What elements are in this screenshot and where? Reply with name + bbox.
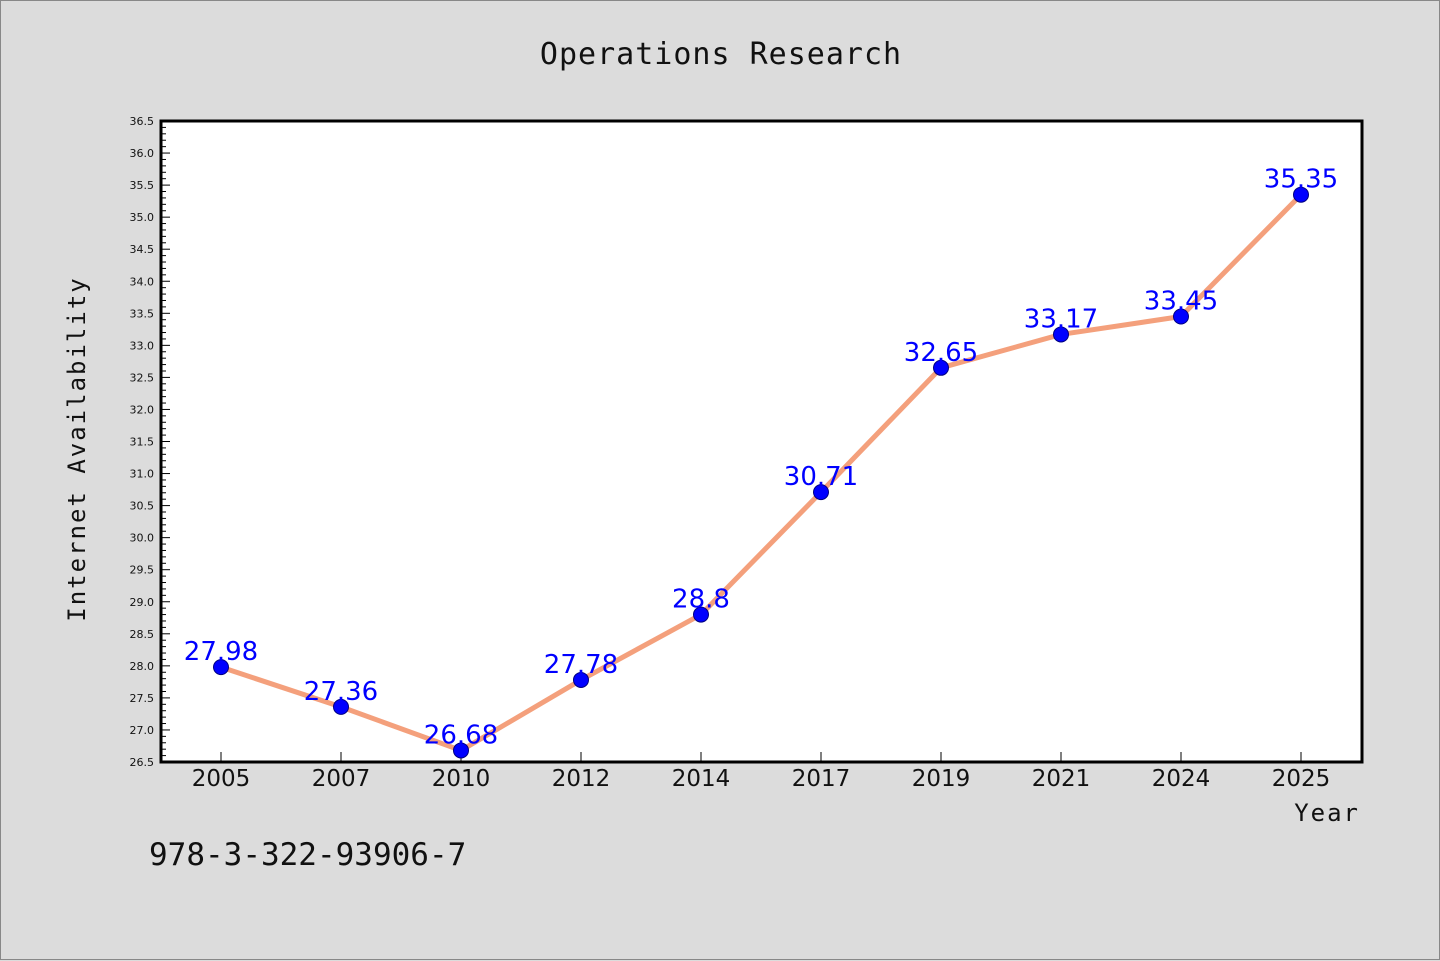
- data-label: 32.65: [904, 338, 978, 368]
- data-markers: [213, 186, 1309, 759]
- data-point: [813, 484, 829, 501]
- data-label: 30.71: [784, 462, 858, 492]
- x-tick-label: 2019: [912, 766, 971, 792]
- y-tick-label: 28.0: [130, 660, 155, 673]
- y-tick-label: 35.0: [130, 211, 155, 224]
- data-point: [1053, 326, 1069, 343]
- x-axis-title: Year: [1294, 799, 1360, 827]
- data-label: 27.98: [184, 637, 258, 667]
- y-tick-label: 29.0: [130, 596, 155, 609]
- chart-title: Operations Research: [540, 37, 902, 72]
- data-point: [453, 742, 469, 759]
- data-point: [1293, 186, 1309, 203]
- x-tick-label: 2010: [432, 766, 491, 792]
- y-tick-label: 33.0: [130, 339, 155, 352]
- data-label: 33.17: [1024, 304, 1098, 334]
- y-tick-label: 33.5: [130, 307, 155, 320]
- x-tick-label: 2025: [1272, 766, 1331, 792]
- x-tick-label: 2017: [792, 766, 851, 792]
- y-axis: 26.5 27.0 27.5 28.0 28.5 29.0 29.5 30.0 30.5 31.0…: [130, 115, 170, 769]
- y-tick-label: 27.0: [130, 724, 155, 737]
- series-line: [220, 192, 1303, 753]
- y-tick-label: 36.5: [130, 115, 155, 128]
- data-point: [333, 698, 349, 715]
- isbn-code: 978-3-322-93906-7: [149, 837, 466, 873]
- x-tick-label: 2012: [552, 766, 611, 792]
- data-point: [213, 659, 229, 676]
- x-tick-label: 2007: [312, 766, 371, 792]
- plot-area: [159, 119, 1364, 764]
- x-tick-label: 2014: [672, 766, 731, 792]
- data-label: 35.35: [1264, 165, 1338, 195]
- y-tick-label: 32.5: [130, 371, 155, 384]
- y-tick-label: 30.0: [130, 532, 155, 545]
- y-tick-label: 34.5: [130, 243, 155, 256]
- x-axis: 2005 2007 2010 2012 2014 2017 2019 2021 2024 2025: [192, 752, 1331, 792]
- y-tick-label: 36.0: [130, 147, 155, 160]
- y-tick-label: 26.5: [130, 756, 155, 769]
- x-tick-label: 2024: [1152, 766, 1211, 792]
- y-tick-label: 27.5: [130, 692, 155, 705]
- data-label: 26.68: [424, 720, 498, 750]
- y-tick-label: 35.5: [130, 179, 155, 192]
- data-point: [573, 671, 589, 688]
- data-point: [933, 359, 949, 376]
- data-label: 28.8: [672, 585, 730, 615]
- y-tick-label: 31.5: [130, 436, 155, 449]
- y-tick-label: 29.5: [130, 564, 155, 577]
- data-labels: 27.98 27.36 26.68 27.78 28.8 30.71 32.65 33.17 3…: [184, 165, 1338, 751]
- data-point: [693, 606, 709, 623]
- data-label: 27.78: [544, 650, 618, 680]
- data-point: [1173, 308, 1189, 325]
- x-tick-label: 2021: [1032, 766, 1091, 792]
- y-tick-label: 31.0: [130, 468, 155, 481]
- y-axis-title: Internet Availability: [63, 276, 91, 621]
- y-tick-label: 34.0: [130, 275, 155, 288]
- y-tick-label: 30.5: [130, 500, 155, 513]
- y-tick-label: 32.0: [130, 403, 155, 416]
- data-label: 27.36: [304, 677, 378, 707]
- y-tick-label: 28.5: [130, 628, 155, 641]
- data-label: 33.45: [1144, 287, 1218, 317]
- x-tick-label: 2005: [192, 766, 251, 792]
